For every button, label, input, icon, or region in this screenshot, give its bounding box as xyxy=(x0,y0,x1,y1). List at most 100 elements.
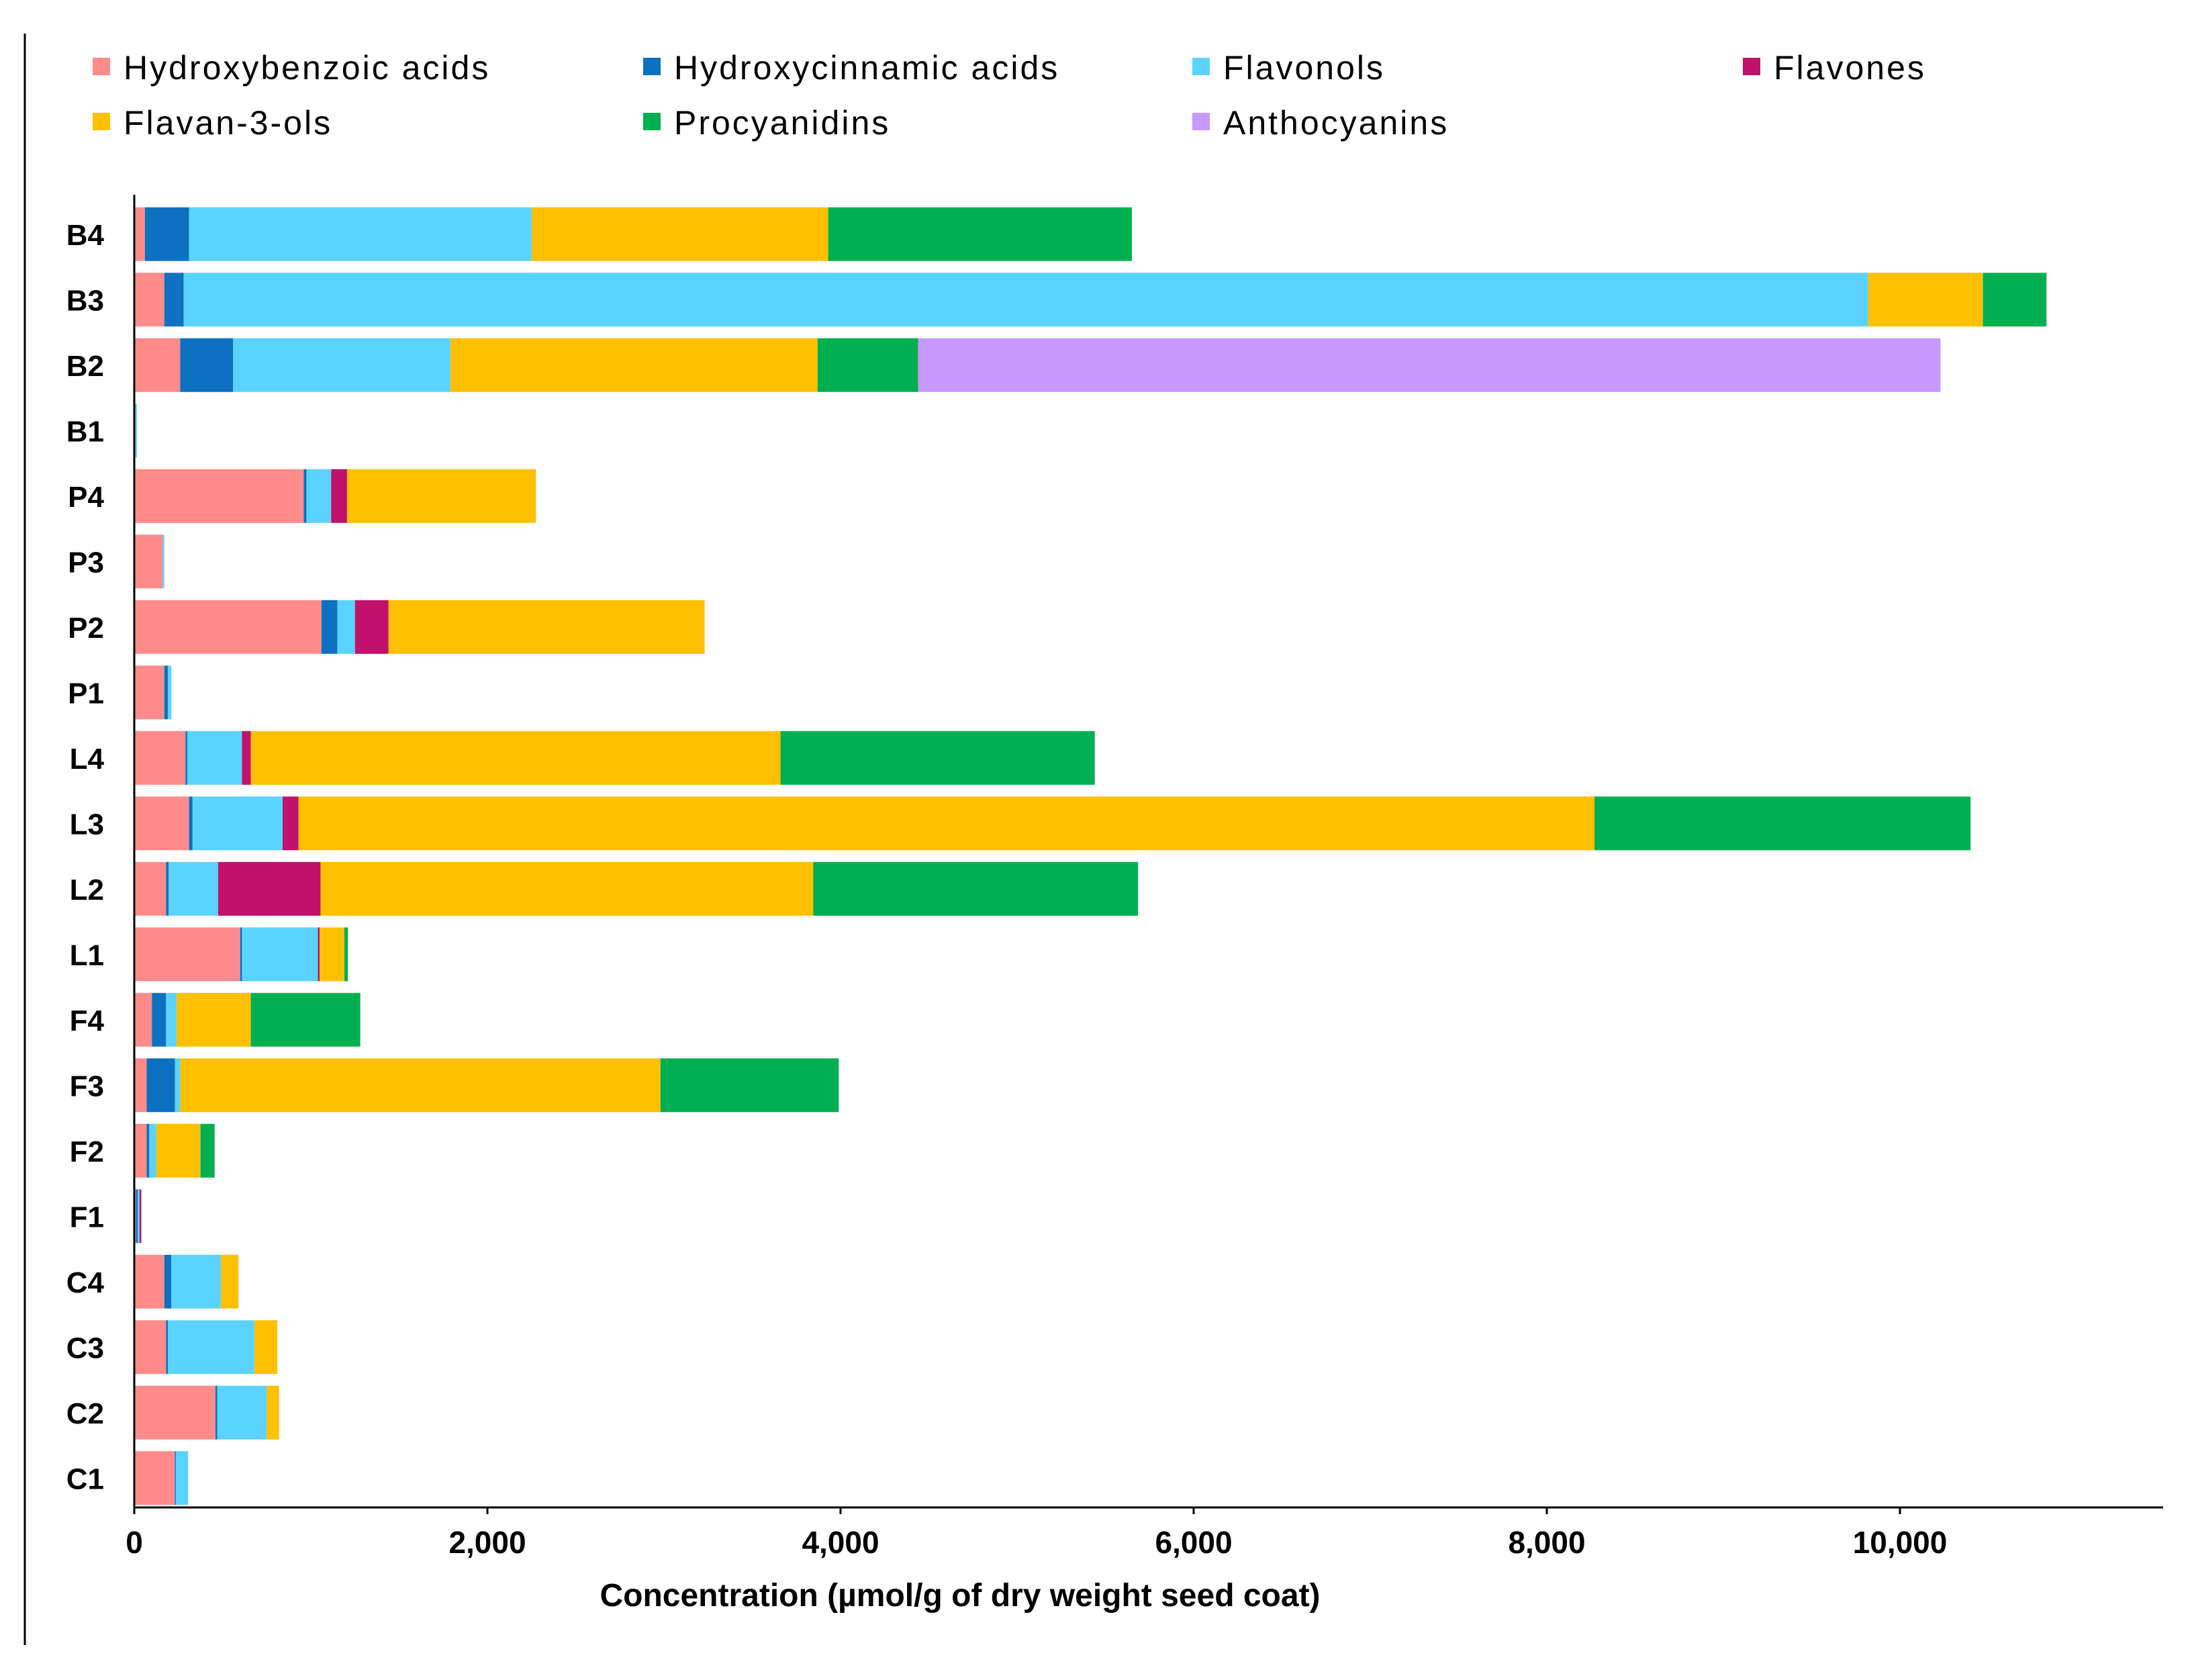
bar-b2-flavan-3-ols xyxy=(450,338,818,392)
bar-b2-procyanidins xyxy=(817,338,918,392)
bar-b2-hydroxybenzoic-acids xyxy=(134,338,181,392)
bar-group-f3: F3 xyxy=(70,1058,839,1113)
bar-group-b3: B3 xyxy=(66,273,2047,327)
bar-p4-hydroxycinnamic-acids xyxy=(303,469,307,523)
legend-item-hydroxycinnamic-acids: Hydroxycinnamic acids xyxy=(643,49,1057,87)
bar-group-l3: L3 xyxy=(70,796,1971,851)
bar-b4-procyanidins xyxy=(828,207,1132,261)
bar-group-f1: F1 xyxy=(70,1189,142,1244)
bar-c1-flavonols xyxy=(175,1451,189,1505)
category-label-l1: L1 xyxy=(70,939,104,972)
bar-f3-procyanidins xyxy=(660,1058,839,1113)
bar-l2-flavones xyxy=(218,861,321,916)
bar-f4-hydroxycinnamic-acids xyxy=(152,992,166,1047)
category-label-l3: L3 xyxy=(70,808,104,841)
bar-c2-hydroxycinnamic-acids xyxy=(215,1385,218,1440)
legend-item-flavones: Flavones xyxy=(1743,49,1926,87)
bar-p4-flavonols xyxy=(306,469,332,523)
bar-b3-flavan-3-ols xyxy=(1868,273,1983,327)
x-tick-label-10000: 10,000 xyxy=(1853,1525,1948,1560)
category-label-b3: B3 xyxy=(66,284,104,317)
bar-b3-procyanidins xyxy=(1983,273,2047,327)
legend-item-flavan-3-ols: Flavan-3-ols xyxy=(93,104,330,142)
bar-l3-hydroxybenzoic-acids xyxy=(134,796,189,851)
legend-item-anthocyanins: Anthocyanins xyxy=(1192,104,1447,142)
bar-l1-hydroxybenzoic-acids xyxy=(134,927,240,982)
bar-p2-flavones xyxy=(354,600,389,654)
bar-p1-hydroxybenzoic-acids xyxy=(134,665,164,720)
bar-c3-hydroxycinnamic-acids xyxy=(166,1320,168,1374)
bar-c3-flavonols xyxy=(167,1320,254,1374)
bar-c3-flavan-3-ols xyxy=(254,1320,278,1374)
legend-label-flavones: Flavones xyxy=(1774,49,1926,87)
bar-b1-flavonols xyxy=(135,404,137,458)
bar-f2-procyanidins xyxy=(200,1123,215,1178)
bar-group-c1: C1 xyxy=(66,1451,189,1505)
bar-group-c2: C2 xyxy=(66,1385,279,1440)
category-label-c1: C1 xyxy=(66,1462,104,1495)
category-label-f1: F1 xyxy=(70,1201,104,1233)
legend-swatch-hydroxycinnamic-acids xyxy=(643,58,661,75)
bar-f4-flavonols xyxy=(166,992,177,1047)
bar-p1-hydroxycinnamic-acids xyxy=(164,665,168,720)
bar-l2-hydroxycinnamic-acids xyxy=(166,861,169,916)
x-tick-label-0: 0 xyxy=(126,1525,143,1560)
bar-f2-flavan-3-ols xyxy=(156,1123,201,1178)
bar-b2-anthocyanins xyxy=(918,338,1941,392)
bar-group-f2: F2 xyxy=(70,1123,215,1178)
bar-l1-flavones xyxy=(318,927,320,982)
category-label-c2: C2 xyxy=(66,1397,104,1430)
bar-group-l4: L4 xyxy=(70,731,1095,785)
category-label-b1: B1 xyxy=(66,415,104,448)
category-label-p1: P1 xyxy=(68,677,104,710)
legend-swatch-flavan-3-ols xyxy=(93,113,110,130)
bar-f4-procyanidins xyxy=(250,992,361,1047)
bar-c4-hydroxybenzoic-acids xyxy=(134,1254,164,1309)
bar-l3-procyanidins xyxy=(1594,796,1971,851)
category-label-f4: F4 xyxy=(70,1005,105,1037)
bar-f3-flavonols xyxy=(175,1058,181,1113)
bar-group-p4: P4 xyxy=(68,469,536,523)
bar-group-b2: B2 xyxy=(66,338,1941,392)
legend-swatch-flavonols xyxy=(1192,58,1210,75)
category-label-c4: C4 xyxy=(66,1266,105,1299)
bar-f4-flavan-3-ols xyxy=(177,992,251,1047)
legend-item-hydroxybenzoic-acids: Hydroxybenzoic acids xyxy=(93,49,488,87)
bar-p3-flavonols xyxy=(162,534,164,589)
bar-c3-hydroxybenzoic-acids xyxy=(134,1320,166,1374)
bar-p2-hydroxybenzoic-acids xyxy=(134,600,322,654)
bars: B4 B3 B2 B1 P4 P3 P2 P1 L4 L3 L2 L1 F4 F3 F2 F1 C4 C3 C2 C1 xyxy=(66,207,2047,1505)
bar-f2-hydroxycinnamic-acids xyxy=(146,1123,150,1178)
bar-f2-hydroxybenzoic-acids xyxy=(134,1123,147,1178)
x-tick-label-6000: 6,000 xyxy=(1155,1525,1232,1560)
category-label-c3: C3 xyxy=(66,1332,104,1364)
x-tick-label-4000: 4,000 xyxy=(802,1525,879,1560)
bar-f3-hydroxybenzoic-acids xyxy=(134,1058,147,1113)
bar-p4-flavan-3-ols xyxy=(346,469,536,523)
x-tick-label-8000: 8,000 xyxy=(1508,1525,1585,1560)
bar-c1-hydroxycinnamic-acids xyxy=(175,1451,177,1505)
bar-f3-flavan-3-ols xyxy=(180,1058,661,1113)
category-label-b4: B4 xyxy=(66,219,105,252)
bar-l3-hydroxycinnamic-acids xyxy=(189,796,193,851)
bar-b4-flavonols xyxy=(189,207,532,261)
bar-b4-hydroxycinnamic-acids xyxy=(144,207,189,261)
bar-b3-hydroxybenzoic-acids xyxy=(134,273,164,327)
bar-p4-hydroxybenzoic-acids xyxy=(134,469,304,523)
legend-swatch-flavones xyxy=(1743,58,1760,75)
bar-b3-hydroxycinnamic-acids xyxy=(164,273,184,327)
category-label-b2: B2 xyxy=(66,350,104,383)
bar-p2-flavan-3-ols xyxy=(388,600,705,654)
bar-f1-hydroxycinnamic-acids xyxy=(136,1189,138,1244)
bar-f4-hydroxybenzoic-acids xyxy=(134,992,152,1047)
bar-l4-procyanidins xyxy=(780,731,1095,785)
category-label-p3: P3 xyxy=(68,546,104,579)
bar-l1-flavan-3-ols xyxy=(320,927,344,982)
x-tick-label-2000: 2,000 xyxy=(448,1525,526,1560)
legend-swatch-anthocyanins xyxy=(1192,113,1210,130)
bar-c4-hydroxycinnamic-acids xyxy=(164,1254,172,1309)
bar-c4-flavonols xyxy=(171,1254,221,1309)
axes: 0 2,000 4,000 6,000 8,000 10,000 xyxy=(126,195,2163,1560)
category-label-f3: F3 xyxy=(70,1070,104,1103)
bar-b2-hydroxycinnamic-acids xyxy=(180,338,234,392)
